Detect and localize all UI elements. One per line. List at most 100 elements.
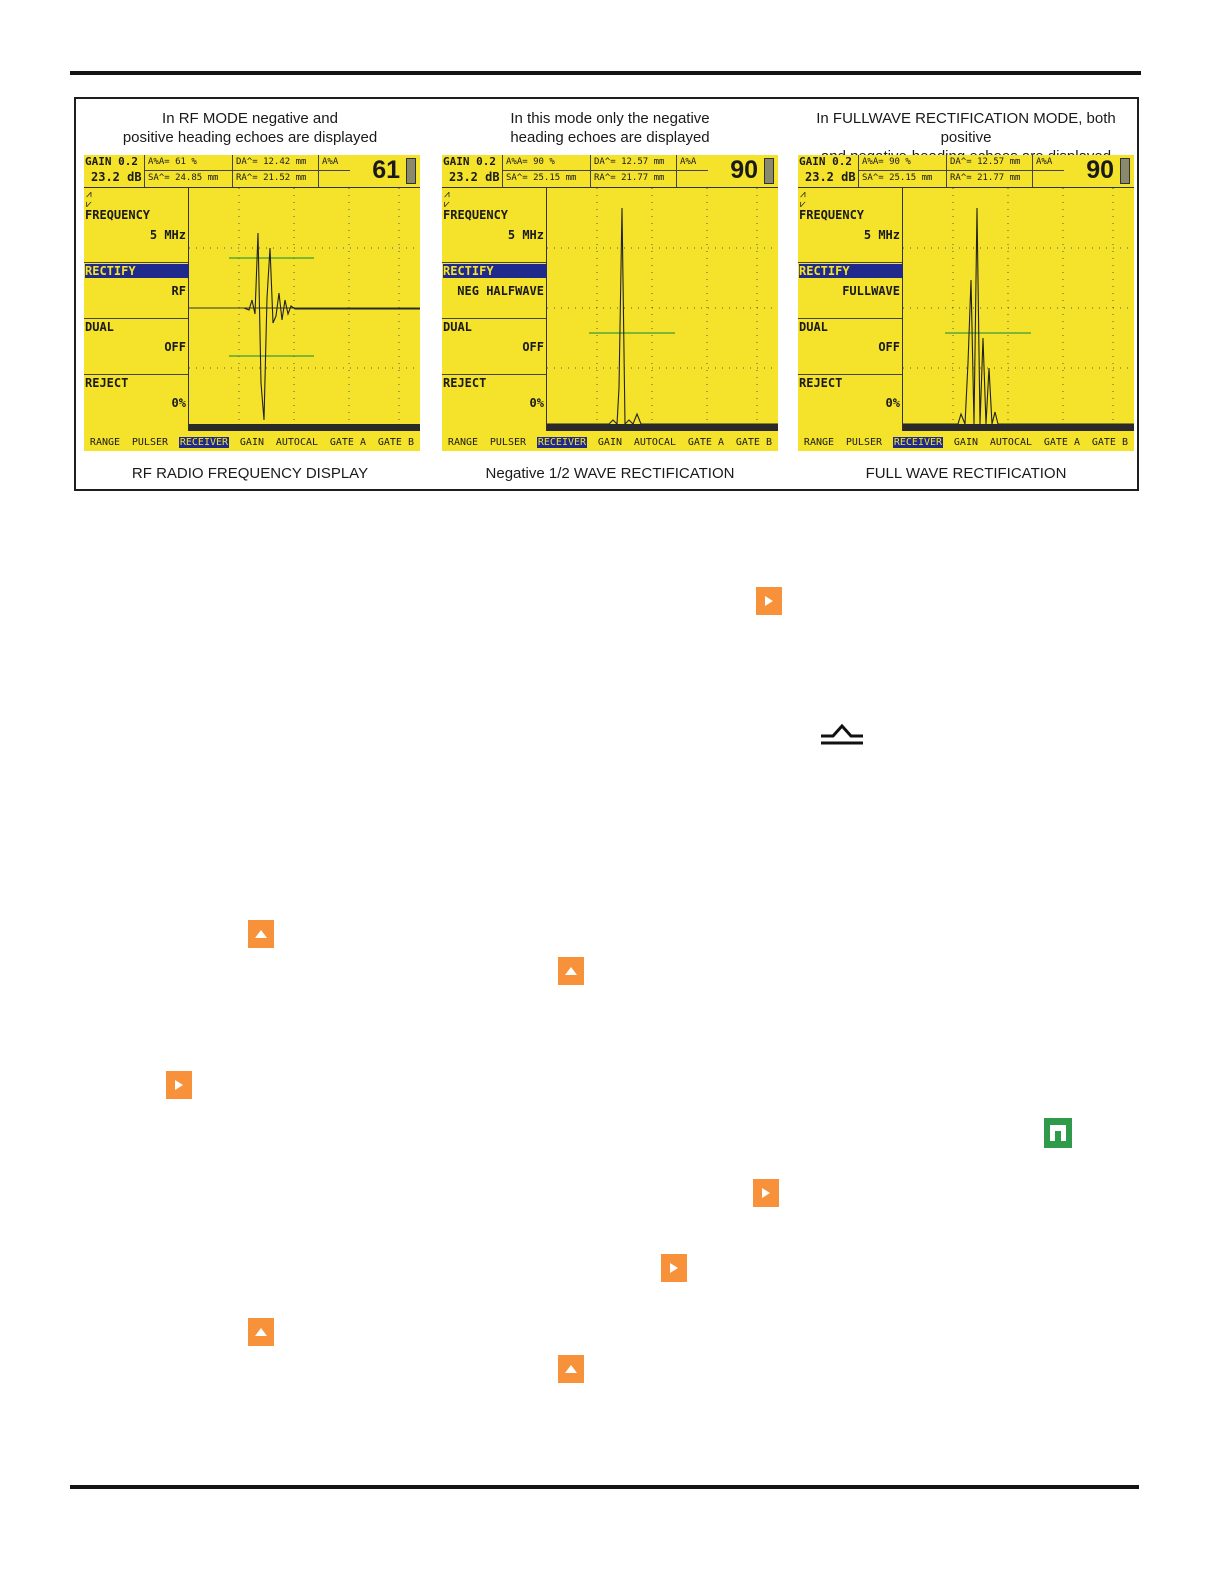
big-amplitude: 90	[730, 156, 758, 184]
menu-value: OFF	[164, 340, 186, 354]
tab-autocal[interactable]: AUTOCAL	[633, 436, 677, 448]
tab-autocal[interactable]: AUTOCAL	[275, 436, 319, 448]
soundpath-readout: SA^= 25.15 mm	[862, 173, 933, 183]
battery-icon	[406, 158, 416, 184]
footer-rule	[70, 1485, 1139, 1489]
arrow-up-icon	[248, 920, 274, 948]
gain-step: GAIN 0.2	[799, 155, 852, 168]
menu-reject[interactable]: REJECT 0%	[442, 374, 546, 430]
menu-rectify[interactable]: RECTIFY FULLWAVE	[798, 262, 903, 319]
depth-readout: DA^= 12.42 mm	[236, 157, 307, 167]
receiver-menu: ⩘ ⩗ FREQUENCY 5 MHz RECTIFY FULLWAVE DUAL…	[798, 188, 903, 431]
menu-frequency[interactable]: FREQUENCY 5 MHz	[442, 206, 546, 263]
menu-label: DUAL	[443, 320, 472, 334]
battery-icon	[1120, 158, 1130, 184]
rectify-symbol-icon	[821, 723, 863, 745]
tab-gate-a[interactable]: GATE A	[329, 436, 366, 448]
tab-gate-a[interactable]: GATE A	[1043, 436, 1080, 448]
panel-rf: In RF MODE negative and positive heading…	[80, 99, 420, 489]
panel-heading: In this mode only the negative heading e…	[510, 110, 710, 146]
menu-value: OFF	[878, 340, 900, 354]
menu-frequency[interactable]: FREQUENCY 5 MHz	[798, 206, 902, 263]
mode-icon: ⩘ ⩗	[86, 189, 92, 210]
amplitude-readout: A%A= 90 %	[506, 157, 555, 167]
play-right-icon	[756, 587, 782, 615]
function-tabs: RANGE PULSER RECEIVER GAIN AUTOCAL GATE …	[84, 433, 420, 451]
battery-icon	[764, 158, 774, 184]
play-right-icon	[166, 1071, 192, 1099]
panel-neg-halfwave: In this mode only the negative heading e…	[440, 99, 780, 489]
soundpath-readout: SA^= 25.15 mm	[506, 173, 577, 183]
mode-icon: ⩘ ⩗	[444, 189, 450, 210]
status-bar: GAIN 0.2 23.2 dB A%A= 90 % SA^= 25.15 mm…	[798, 155, 1134, 188]
arrow-up-icon	[248, 1318, 274, 1346]
receiver-menu: ⩘ ⩗ FREQUENCY 5 MHz RECTIFY NEG HALFWAVE …	[442, 188, 547, 431]
menu-value: 0%	[885, 396, 900, 410]
a-scan-plot	[547, 188, 778, 431]
menu-value: 5 MHz	[149, 228, 186, 242]
tab-autocal[interactable]: AUTOCAL	[989, 436, 1033, 448]
gain-db: 23.2 dB	[91, 170, 142, 184]
menu-value: RF	[171, 284, 186, 298]
soundpath-readout: SA^= 24.85 mm	[148, 173, 219, 183]
menu-label: RECTIFY	[443, 264, 547, 278]
mode-icon: ⩘ ⩗	[800, 189, 806, 210]
menu-value: NEG HALFWAVE	[457, 284, 544, 298]
depth-readout: DA^= 12.57 mm	[950, 157, 1021, 167]
reduced-projection-readout: RA^= 21.52 mm	[236, 173, 307, 183]
menu-value: OFF	[522, 340, 544, 354]
tab-pulser[interactable]: PULSER	[131, 436, 169, 448]
rectification-figure: In RF MODE negative and positive heading…	[74, 97, 1139, 491]
menu-dual[interactable]: DUAL OFF	[798, 318, 902, 375]
reduced-projection-readout: RA^= 21.77 mm	[594, 173, 665, 183]
reduced-projection-readout: RA^= 21.77 mm	[950, 173, 1021, 183]
tab-gate-b[interactable]: GATE B	[377, 436, 414, 448]
menu-value: 5 MHz	[507, 228, 544, 242]
a-scan-svg	[189, 188, 420, 431]
a-scan-plot	[903, 188, 1134, 431]
menu-reject[interactable]: REJECT 0%	[84, 374, 188, 430]
panel-fullwave: In FULLWAVE RECTIFICATION MODE, both pos…	[796, 99, 1136, 489]
menu-rectify[interactable]: RECTIFY RF	[84, 262, 189, 319]
menu-dual[interactable]: DUAL OFF	[84, 318, 188, 375]
amplitude-readout: A%A= 90 %	[862, 157, 911, 167]
arrow-up-icon	[558, 957, 584, 985]
tab-receiver[interactable]: RECEIVER	[892, 436, 944, 448]
tab-gate-b[interactable]: GATE B	[1091, 436, 1128, 448]
tab-range[interactable]: RANGE	[447, 436, 479, 448]
menu-label: DUAL	[85, 320, 114, 334]
tab-gain[interactable]: GAIN	[953, 436, 978, 448]
big-amplitude: 61	[372, 156, 400, 184]
tab-gain[interactable]: GAIN	[597, 436, 622, 448]
tab-receiver[interactable]: RECEIVER	[178, 436, 230, 448]
menu-label: RECTIFY	[85, 264, 189, 278]
function-tabs: RANGE PULSER RECEIVER GAIN AUTOCAL GATE …	[442, 433, 778, 451]
tab-pulser[interactable]: PULSER	[489, 436, 527, 448]
receiver-menu: ⩘ ⩗ FREQUENCY 5 MHz RECTIFY RF DUAL OFF R…	[84, 188, 189, 431]
gain-step: GAIN 0.2	[85, 155, 138, 168]
tab-range[interactable]: RANGE	[89, 436, 121, 448]
tab-pulser[interactable]: PULSER	[845, 436, 883, 448]
tab-gate-b[interactable]: GATE B	[735, 436, 772, 448]
depth-readout: DA^= 12.57 mm	[594, 157, 665, 167]
gain-db: 23.2 dB	[449, 170, 500, 184]
menu-label: FREQUENCY	[85, 208, 151, 222]
panel-caption: FULL WAVE RECTIFICATION	[865, 465, 1067, 482]
menu-dual[interactable]: DUAL OFF	[442, 318, 546, 375]
menu-label: DUAL	[799, 320, 828, 334]
a-scan-svg	[547, 188, 778, 431]
tab-range[interactable]: RANGE	[803, 436, 835, 448]
menu-rectify[interactable]: RECTIFY NEG HALFWAVE	[442, 262, 547, 319]
instrument-screen: GAIN 0.2 23.2 dB A%A= 90 % SA^= 25.15 mm…	[798, 155, 1134, 451]
tab-gate-a[interactable]: GATE A	[687, 436, 724, 448]
menu-label: REJECT	[799, 376, 843, 390]
gain-step: GAIN 0.2	[443, 155, 496, 168]
menu-reject[interactable]: REJECT 0%	[798, 374, 902, 430]
aa-label: A%A	[680, 157, 697, 167]
tab-gain[interactable]: GAIN	[239, 436, 264, 448]
function-tabs: RANGE PULSER RECEIVER GAIN AUTOCAL GATE …	[798, 433, 1134, 451]
menu-frequency[interactable]: FREQUENCY 5 MHz	[84, 206, 188, 263]
tab-receiver[interactable]: RECEIVER	[536, 436, 588, 448]
play-right-icon	[753, 1179, 779, 1207]
menu-label: RECTIFY	[799, 264, 903, 278]
